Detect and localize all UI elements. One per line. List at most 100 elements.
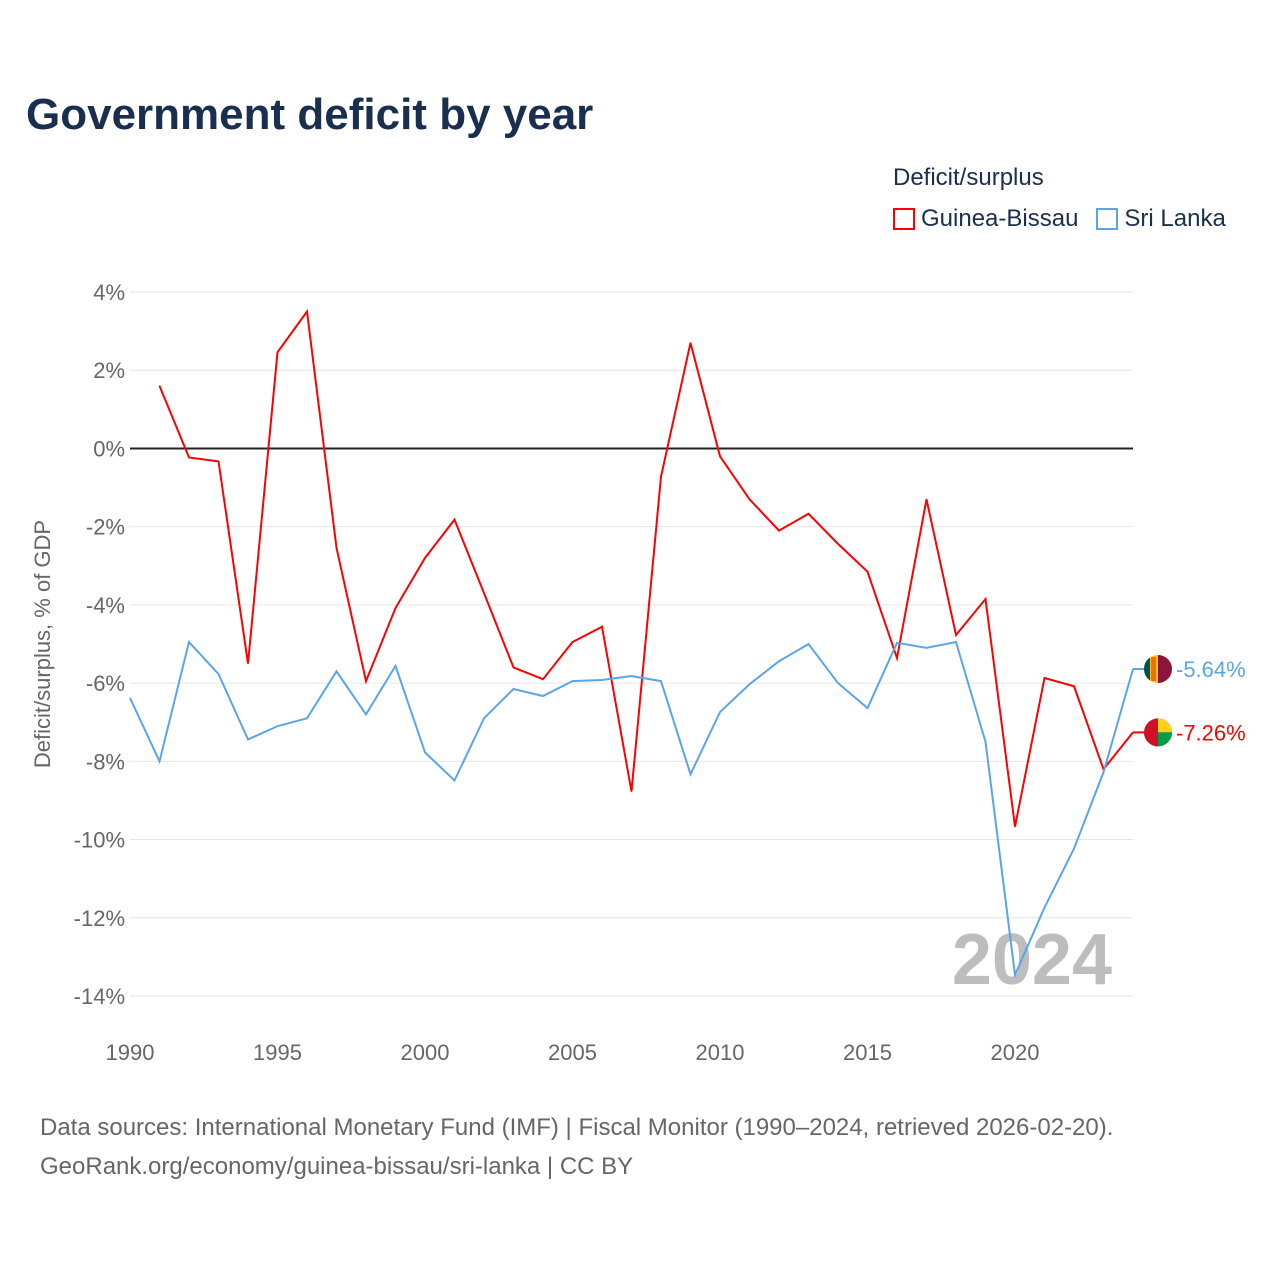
data-point [247, 663, 249, 665]
y-axis-label: Deficit/surplus, % of GDP [30, 520, 55, 768]
data-point [778, 530, 780, 532]
data-point [424, 557, 426, 559]
data-point [837, 682, 839, 684]
source-note: Data sources: International Monetary Fun… [40, 1108, 1113, 1186]
data-point [277, 725, 278, 727]
data-point [1044, 677, 1045, 679]
data-point [336, 670, 337, 672]
data-point [926, 498, 927, 500]
data-point [690, 342, 691, 344]
data-point [1014, 974, 1016, 976]
flag-part [1144, 732, 1158, 747]
data-point [955, 641, 957, 643]
data-point [749, 498, 750, 500]
legend-label: Guinea-Bissau [921, 205, 1079, 232]
data-point [188, 456, 190, 458]
data-point [159, 385, 160, 387]
data-point [483, 717, 485, 719]
data-point [306, 717, 308, 719]
data-point [336, 547, 337, 549]
data-point [867, 707, 868, 709]
data-point [985, 598, 986, 600]
flag-part [1158, 718, 1172, 733]
source-line: Data sources: International Monetary Fun… [40, 1114, 1114, 1141]
data-point [365, 680, 367, 682]
data-point [985, 741, 986, 743]
data-point [660, 680, 662, 682]
data-point [808, 643, 809, 645]
y-tick-label: -10% [74, 828, 125, 853]
data-point [1044, 907, 1045, 909]
data-point [1014, 826, 1016, 828]
data-point [1073, 848, 1075, 850]
data-point [542, 695, 544, 697]
end-value-label: -5.64% [1176, 657, 1246, 682]
legend-item-guinea-bissau[interactable]: Guinea-Bissau [893, 205, 1078, 233]
y-tick-label: -4% [86, 593, 125, 618]
data-point [926, 647, 927, 649]
data-point [631, 790, 632, 792]
data-point [424, 751, 426, 753]
flag-part [1151, 657, 1156, 682]
legend-swatch [893, 208, 915, 230]
x-tick-label: 2005 [548, 1040, 597, 1065]
data-point [365, 713, 367, 715]
data-point [306, 311, 308, 313]
legend-title: Deficit/surplus [893, 164, 1044, 191]
data-point [159, 760, 160, 762]
data-point [513, 688, 514, 690]
x-tick-label: 2015 [843, 1040, 892, 1065]
data-point [188, 641, 190, 643]
x-tick-label: 2000 [401, 1040, 450, 1065]
data-point [395, 607, 396, 609]
data-point [837, 543, 839, 545]
data-point [896, 657, 898, 659]
year-watermark: 2024 [952, 920, 1112, 1000]
data-point [129, 697, 131, 699]
flag-part [1158, 732, 1172, 747]
y-tick-label: -2% [86, 515, 125, 540]
legend-label: Sri Lanka [1124, 205, 1226, 232]
y-tick-label: -12% [74, 906, 125, 931]
data-point [896, 642, 898, 644]
data-point [572, 680, 573, 682]
data-point [601, 626, 603, 628]
data-point [1073, 685, 1075, 687]
y-tick-label: -8% [86, 749, 125, 774]
data-point [631, 675, 632, 677]
data-point [719, 455, 721, 457]
data-point [660, 476, 662, 478]
data-point [218, 460, 219, 462]
data-point [247, 738, 249, 740]
x-tick-label: 1990 [106, 1040, 155, 1065]
series-line-guinea-bissau [158, 308, 1134, 827]
y-tick-label: -6% [86, 671, 125, 696]
data-point [395, 665, 396, 667]
data-point [513, 666, 514, 668]
data-point [454, 519, 455, 521]
flag-part [1144, 657, 1150, 681]
data-point [601, 679, 603, 681]
data-point [483, 592, 485, 594]
end-value-label: -7.26% [1176, 720, 1246, 745]
source-url[interactable]: GeoRank.org/economy/guinea-bissau/sri-la… [40, 1153, 634, 1180]
legend: Guinea-Bissau Sri Lanka [893, 205, 1226, 233]
legend-item-sri-lanka[interactable]: Sri Lanka [1096, 205, 1226, 233]
legend-swatch [1096, 208, 1119, 230]
data-point [542, 678, 544, 680]
data-point [1103, 771, 1104, 773]
x-tick-label: 1995 [253, 1040, 302, 1065]
flag-part [1158, 655, 1172, 684]
data-point [778, 660, 780, 662]
data-point [867, 571, 868, 573]
y-tick-label: 4% [93, 280, 125, 305]
data-point [277, 351, 278, 353]
data-point [218, 673, 219, 675]
data-point [690, 773, 691, 775]
y-tick-label: -14% [74, 984, 125, 1009]
x-tick-label: 2010 [696, 1040, 745, 1065]
data-point [955, 634, 957, 636]
x-tick-label: 2020 [991, 1040, 1040, 1065]
data-point [808, 513, 809, 515]
